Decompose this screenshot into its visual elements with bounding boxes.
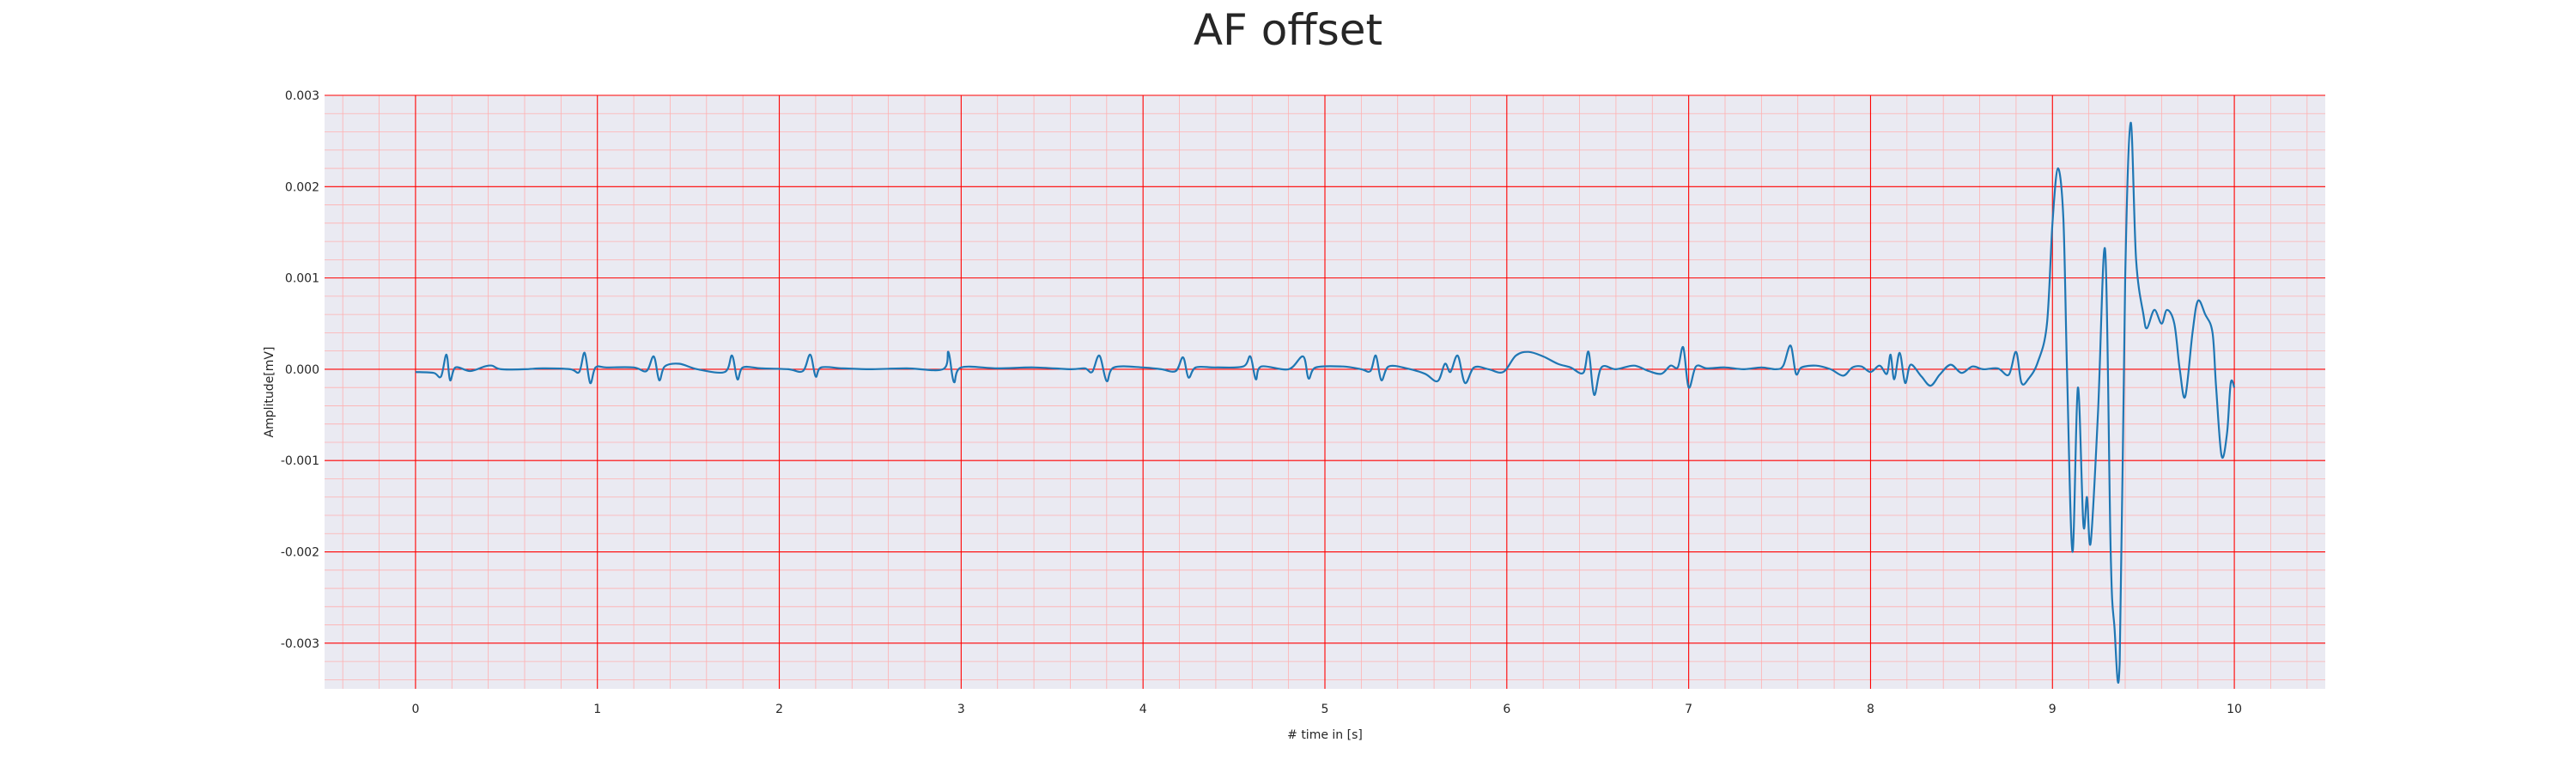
y-tick-label: 0.003 [285, 89, 319, 103]
x-tick-label: 0 [411, 703, 419, 716]
y-axis-label: Amplitude[mV] [263, 347, 276, 438]
chart-title: AF offset [1194, 5, 1382, 55]
x-tick-label: 3 [957, 703, 965, 716]
x-tick-label: 1 [593, 703, 601, 716]
x-axis-label: # time in [s] [1287, 728, 1363, 742]
y-tick-label: -0.003 [281, 637, 319, 651]
x-tick-label: 2 [775, 703, 783, 716]
y-tick-label: 0.000 [285, 363, 319, 377]
series-line [415, 121, 2236, 684]
x-tick-label: 10 [2227, 703, 2242, 716]
x-tick-label: 5 [1321, 703, 1329, 716]
x-tick-label: 9 [2049, 703, 2057, 716]
major-grid [325, 94, 2325, 689]
x-tick-label: 8 [1867, 703, 1874, 716]
y-tick-label: 0.001 [285, 272, 319, 286]
y-tick-label: -0.001 [281, 454, 319, 468]
x-tick-labels: 0 1 2 3 4 5 6 7 8 9 10 [411, 703, 2242, 716]
y-tick-labels: -0.003 -0.002 -0.001 0.000 0.001 0.002 0.003 [281, 89, 319, 651]
x-tick-label: 6 [1503, 703, 1510, 716]
x-tick-label: 4 [1139, 703, 1147, 716]
y-tick-label: 0.002 [285, 180, 319, 194]
y-tick-label: -0.002 [281, 546, 319, 560]
x-tick-label: 7 [1685, 703, 1692, 716]
